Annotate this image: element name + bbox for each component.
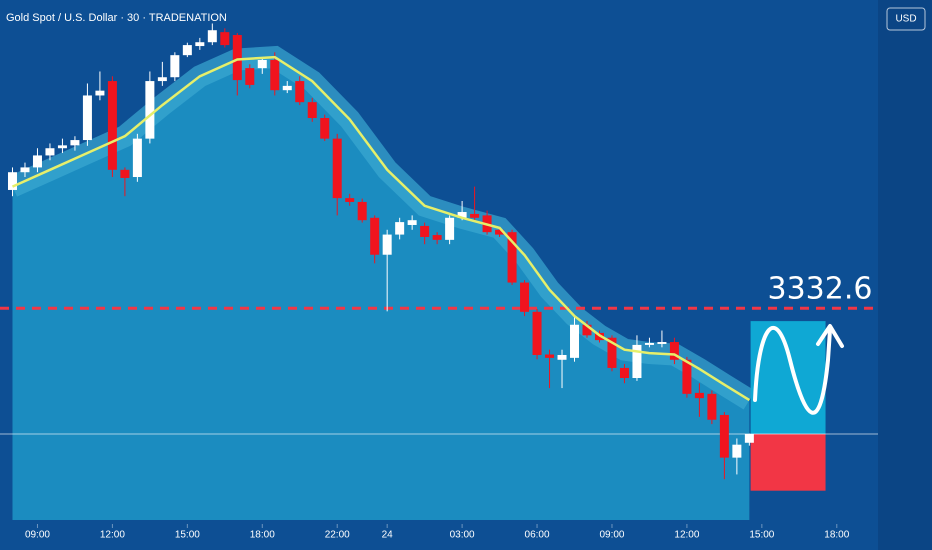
candle-body	[732, 444, 742, 458]
candle-body	[82, 95, 92, 141]
candle-body	[270, 59, 280, 91]
candle-body	[32, 155, 42, 168]
candle-body	[95, 90, 105, 96]
candle-body	[70, 140, 80, 146]
candle-body	[220, 32, 230, 46]
candle-body	[370, 217, 380, 255]
candle-body	[382, 234, 392, 255]
candle-body	[182, 45, 192, 56]
candle-body	[107, 81, 117, 170]
arrow-head	[816, 324, 844, 348]
candle-body	[195, 42, 205, 47]
candle-body	[407, 220, 417, 225]
candle-body	[445, 217, 455, 240]
candle-body	[157, 77, 167, 82]
candle-body	[357, 201, 367, 221]
stop-zone	[750, 433, 826, 491]
candle-body	[607, 337, 617, 368]
candle-body	[657, 342, 667, 344]
candle-body	[307, 102, 317, 119]
currency-button[interactable]	[886, 7, 926, 31]
x-tick-label: 18:00	[250, 530, 275, 541]
candle-body	[395, 222, 405, 235]
chart-title: Gold Spot / U.S. Dollar · 30 · TRADENATI…	[6, 12, 227, 24]
candle-body	[332, 138, 342, 199]
candle-body	[57, 145, 67, 149]
x-tick-label: 22:00	[325, 530, 350, 541]
candle-body	[145, 81, 155, 139]
candle-body	[420, 225, 430, 237]
x-tick-label: 18:00	[824, 530, 849, 541]
candle-body	[507, 232, 517, 283]
candle-body	[232, 35, 242, 81]
candle-body	[120, 169, 130, 178]
x-tick-label: 24	[382, 530, 394, 541]
candle-body	[682, 359, 692, 394]
candle-body	[345, 198, 355, 202]
candle-body	[170, 55, 180, 78]
candle-body	[694, 392, 704, 399]
x-tick-label: 12:00	[100, 530, 125, 541]
x-tick-label: 15:00	[175, 530, 200, 541]
annotation: 3332.6	[768, 272, 873, 307]
candle-body	[20, 167, 30, 173]
candle-body	[532, 311, 542, 355]
candle-body	[644, 342, 654, 345]
candle-body	[7, 172, 17, 190]
target-zone	[750, 321, 826, 434]
candle-body	[545, 354, 555, 358]
candle-body	[669, 342, 679, 360]
candle-body	[245, 68, 255, 85]
x-tick-label: 09:00	[599, 530, 624, 541]
candle-body	[619, 367, 629, 379]
candle-body	[582, 324, 592, 336]
candle-body	[432, 235, 442, 240]
candle-body	[207, 30, 217, 43]
candle-body	[470, 213, 480, 218]
candle-body	[495, 229, 505, 235]
x-tick-label: 06:00	[525, 530, 550, 541]
candle-body	[320, 118, 330, 139]
candle-body	[45, 148, 55, 156]
candle-body	[744, 433, 754, 443]
candle-body	[295, 81, 305, 103]
ma-area	[12, 57, 750, 520]
x-tick-label: 03:00	[450, 530, 475, 541]
candle-body	[132, 138, 142, 178]
x-tick-label: 12:00	[674, 530, 699, 541]
candle-body	[457, 212, 467, 218]
candle-body	[520, 282, 530, 312]
currency[interactable]: USD	[895, 14, 916, 25]
candle-body	[707, 393, 717, 420]
candle-body	[282, 85, 292, 91]
candle-body	[557, 354, 567, 360]
x-tick-label: 15:00	[749, 530, 774, 541]
candle-body	[570, 324, 580, 358]
candle-body	[257, 59, 267, 69]
moving-average	[11, 55, 751, 402]
price-axis	[878, 0, 932, 550]
arrow-curve	[753, 325, 832, 415]
candle-body	[719, 414, 729, 458]
candle-body	[632, 344, 642, 379]
x-tick-label: 09:00	[25, 530, 50, 541]
